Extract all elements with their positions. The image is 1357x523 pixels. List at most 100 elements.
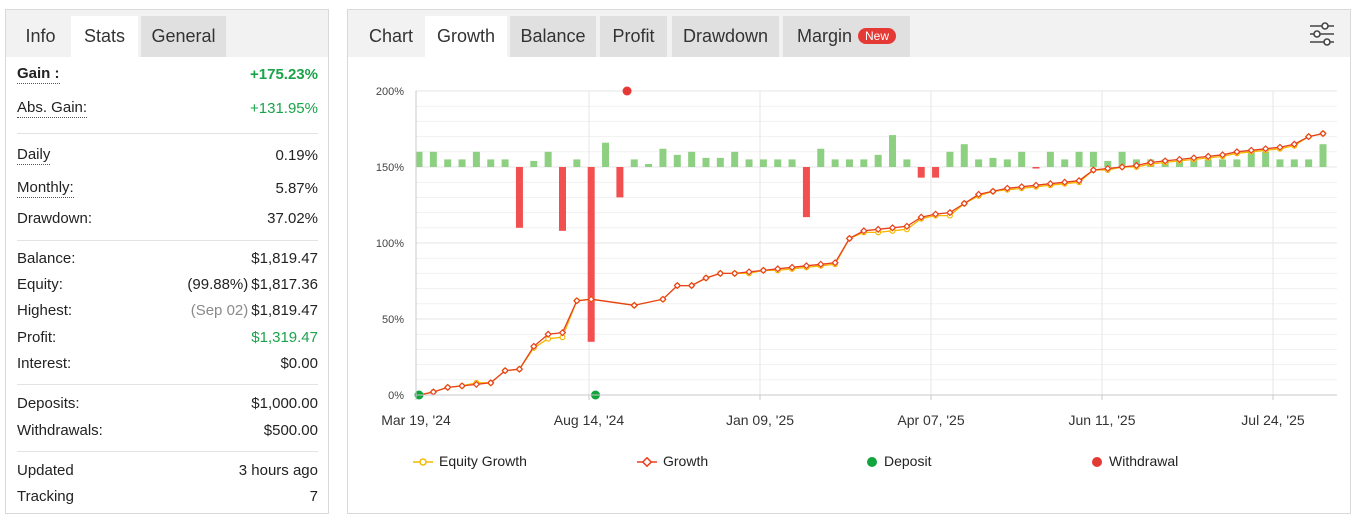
bar-positive: [501, 159, 509, 167]
bar-positive: [1046, 151, 1054, 167]
growth-point: [630, 301, 638, 309]
growth-point: [1046, 180, 1055, 188]
bar-positive: [1247, 151, 1255, 167]
equity-growth-marker-icon: [413, 458, 433, 467]
bar-positive: [1089, 151, 1097, 167]
growth-point: [673, 281, 681, 290]
growth-point: [1247, 146, 1255, 154]
bar-positive: [845, 159, 853, 167]
bar-positive: [1061, 159, 1069, 167]
bar-negative: [515, 167, 523, 228]
abs-gain-label[interactable]: Abs. Gain:: [17, 99, 88, 118]
growth-point: [515, 365, 524, 373]
growth-point: [1032, 181, 1040, 189]
x-tick-label: Apr 07, '25: [897, 412, 964, 428]
stat-withdrawals: Withdrawals: $500.00: [17, 420, 318, 442]
bar-positive: [874, 154, 882, 167]
tab-drawdown[interactable]: Drawdown: [672, 16, 779, 57]
legend-equity-growth-label: Equity Growth: [439, 453, 527, 469]
stat-highest: Highest: (Sep 02) $1,819.47: [17, 300, 318, 322]
growth-point: [544, 330, 552, 338]
legend-growth[interactable]: Growth: [637, 451, 708, 471]
stat-deposits: Deposits: $1,000.00: [17, 393, 318, 415]
stat-profit: Profit: $1,319.47: [17, 327, 318, 349]
monthly-label[interactable]: Monthly:: [17, 179, 74, 198]
stat-interest: Interest: $0.00: [17, 353, 318, 375]
highest-date: (Sep 02): [190, 302, 249, 319]
bar-positive: [831, 159, 839, 167]
growth-point: [974, 190, 983, 199]
daily-label[interactable]: Daily: [17, 146, 51, 165]
growth-point: [917, 213, 925, 221]
profit-value: $1,319.47: [251, 329, 318, 346]
highest-label: Highest:: [17, 302, 73, 319]
bar-positive: [1003, 159, 1011, 167]
legend-withdrawal[interactable]: Withdrawal: [1091, 451, 1178, 471]
x-tick-label: Aug 14, '24: [554, 412, 625, 428]
chart-tabbar: Chart Growth Balance Profit Drawdown Mar…: [348, 10, 1350, 57]
growth-point: [702, 274, 710, 282]
x-tick-label: Jan 09, '25: [726, 412, 794, 428]
growth-point: [860, 227, 868, 235]
drawdown-value: 37.02%: [267, 210, 318, 227]
growth-point: [487, 379, 495, 387]
bar-positive: [630, 159, 638, 167]
growth-point: [716, 269, 725, 278]
y-tick-label: 200%: [376, 86, 404, 98]
growth-point: [530, 342, 538, 351]
bar-positive: [1104, 160, 1112, 167]
growth-chart: 0% 50% 100% 150% 200% Mar 19, '24 Aug 14, '24 J…: [376, 86, 1337, 428]
bar-positive: [530, 160, 538, 167]
divider: [17, 384, 318, 385]
bar-positive: [659, 148, 667, 167]
bar-positive: [860, 159, 868, 167]
growth-point: [1061, 178, 1069, 186]
bar-positive: [759, 159, 767, 167]
stat-equity: Equity: (99.88%) $1,817.36: [17, 274, 318, 296]
bar-positive: [688, 151, 696, 167]
equity-label: Equity:: [17, 276, 63, 293]
tab-chart[interactable]: Chart: [368, 26, 413, 46]
growth-point: [802, 262, 811, 270]
monthly-value: 5.87%: [275, 180, 318, 197]
bar-positive: [444, 159, 452, 167]
tab-info[interactable]: Info: [25, 26, 56, 46]
y-tick-label: 150%: [376, 162, 404, 174]
stat-daily: Daily 0.19%: [17, 145, 318, 167]
growth-point: [1261, 145, 1270, 153]
balance-label: Balance:: [17, 250, 76, 267]
growth-line: [418, 132, 1324, 396]
bar-negative: [1032, 167, 1040, 169]
tab-general[interactable]: General: [141, 16, 226, 57]
growth-point: [1175, 155, 1184, 164]
updated-value: 3 hours ago: [238, 462, 318, 479]
deposits-value: $1,000.00: [251, 395, 318, 412]
growth-point: [774, 265, 782, 273]
growth-point: [888, 224, 897, 232]
bar-positive: [415, 151, 423, 167]
stat-updated: Updated 3 hours ago: [17, 460, 318, 482]
growth-point: [1089, 166, 1098, 174]
sliders-icon[interactable]: [1308, 20, 1336, 48]
bar-positive: [645, 163, 653, 167]
tab-growth[interactable]: Growth: [425, 16, 507, 57]
bar-positive: [458, 159, 466, 167]
growth-point: [759, 266, 768, 275]
bar-positive: [472, 151, 480, 167]
legend-deposit[interactable]: Deposit: [866, 451, 931, 471]
legend-equity-growth[interactable]: Equity Growth: [413, 451, 527, 471]
divider: [17, 133, 318, 134]
tab-profit[interactable]: Profit: [600, 16, 667, 57]
bar-positive: [1319, 144, 1327, 167]
interest-label: Interest:: [17, 355, 72, 372]
gain-label[interactable]: Gain :: [17, 65, 60, 84]
stats-panel: Info Stats General Gain : +175.23% Abs. …: [5, 9, 329, 514]
growth-marker-icon: [637, 457, 657, 468]
divider: [17, 240, 318, 241]
tab-balance[interactable]: Balance: [510, 16, 596, 57]
bar-positive: [1276, 159, 1284, 167]
tab-margin[interactable]: Margin New: [783, 16, 910, 57]
bar-positive: [1018, 151, 1026, 167]
bar-positive: [788, 159, 796, 167]
tab-stats[interactable]: Stats: [71, 16, 138, 57]
